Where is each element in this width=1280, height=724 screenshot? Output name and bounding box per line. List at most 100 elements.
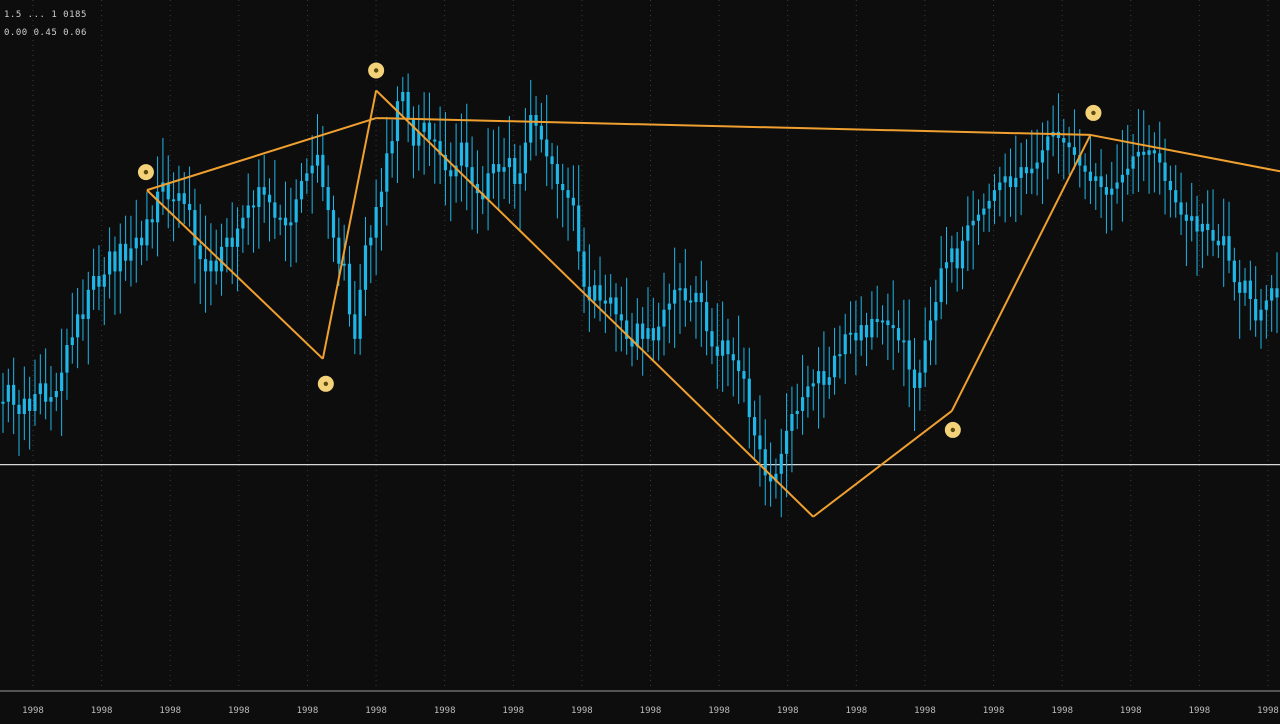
- candle-body: [481, 193, 485, 200]
- candle-body: [92, 276, 96, 290]
- candle-body: [651, 328, 655, 341]
- candle-body: [705, 302, 709, 332]
- candle-body: [609, 297, 613, 304]
- candle-body: [22, 398, 26, 414]
- candle-body: [944, 262, 949, 269]
- candle-body: [374, 207, 378, 238]
- candle-body: [1163, 162, 1167, 181]
- candle-body: [379, 191, 384, 207]
- candle-body: [1147, 150, 1151, 155]
- candle-body: [438, 141, 442, 155]
- candle-body: [427, 122, 432, 140]
- candle-body: [1206, 223, 1210, 230]
- candle-body: [198, 245, 202, 260]
- x-tick-label: 1998: [228, 706, 250, 716]
- candle-body: [262, 187, 266, 195]
- candle-body: [641, 323, 645, 339]
- candle-body: [1200, 223, 1204, 232]
- x-tick-label: 1998: [1120, 706, 1142, 716]
- candle-body: [827, 377, 831, 385]
- candle-body: [550, 156, 554, 165]
- pattern-leg: [321, 90, 378, 359]
- candle-body: [635, 323, 639, 347]
- candle-body: [1019, 167, 1023, 178]
- candle-body: [763, 449, 767, 476]
- candle-body: [625, 320, 629, 339]
- candle-body: [12, 384, 16, 405]
- candle-body: [81, 314, 85, 319]
- candle-body: [347, 263, 352, 315]
- candle-body: [1259, 309, 1263, 321]
- candle-body: [737, 360, 741, 372]
- candle-body: [54, 391, 58, 398]
- candle-body: [358, 289, 362, 339]
- pattern-leg: [812, 410, 953, 518]
- candle-body: [832, 355, 837, 378]
- header-readout-2: 0.00 0.45 0.06: [4, 28, 87, 38]
- candle-body: [966, 225, 970, 241]
- candle-body: [758, 435, 762, 450]
- candle-body: [587, 286, 591, 301]
- candle-body: [214, 260, 218, 272]
- pattern-leg: [375, 89, 814, 518]
- candle-body: [848, 332, 853, 335]
- candle-body: [459, 142, 464, 166]
- candle-body: [1024, 167, 1029, 174]
- candle-body: [534, 115, 538, 126]
- candle-body: [1088, 171, 1093, 181]
- candle-body: [230, 237, 234, 247]
- candle-body: [60, 372, 64, 391]
- candle-body: [529, 115, 533, 143]
- candle-body: [721, 340, 725, 356]
- candle-body: [742, 371, 746, 379]
- candle-body: [17, 404, 21, 414]
- candle-body: [646, 328, 650, 339]
- candle-body: [875, 318, 879, 322]
- candle-body: [1110, 188, 1114, 195]
- candle-body: [406, 92, 410, 120]
- candle-body: [1099, 176, 1103, 188]
- candle-body: [129, 248, 133, 261]
- candle-body: [6, 384, 10, 402]
- candle-body: [854, 332, 858, 341]
- candle-body: [934, 302, 938, 321]
- trendline-segment: [146, 117, 377, 192]
- candle-body: [395, 101, 400, 142]
- candle-body: [683, 288, 687, 301]
- candle-body: [497, 164, 501, 172]
- pattern-layer: [137, 62, 1280, 518]
- candle-body: [1003, 176, 1007, 183]
- candle-body: [912, 369, 917, 388]
- candle-body: [1126, 168, 1130, 175]
- candle-body: [1190, 216, 1194, 221]
- candle-body: [971, 220, 975, 226]
- candle-body: [124, 243, 128, 261]
- x-tick-label: 1998: [571, 706, 593, 716]
- candle-body: [246, 205, 250, 218]
- candle-body: [1211, 230, 1215, 241]
- candle-body: [294, 199, 298, 223]
- x-tick-label: 1998: [640, 706, 662, 716]
- candle-body: [689, 300, 693, 303]
- candle-body: [539, 125, 543, 140]
- candle-body: [694, 292, 698, 303]
- candle-body: [896, 328, 901, 341]
- candle-body: [678, 288, 682, 291]
- candle-body: [118, 243, 122, 272]
- candle-body: [843, 334, 847, 355]
- candle-body: [561, 184, 565, 191]
- candle-body: [161, 182, 165, 192]
- candle-body: [891, 325, 895, 329]
- candle-body: [283, 217, 288, 226]
- candle-body: [86, 289, 90, 319]
- candle-body: [449, 170, 453, 177]
- candle-body: [619, 314, 623, 321]
- candle-body: [113, 251, 117, 272]
- candle-body: [715, 346, 719, 356]
- x-tick-label: 1998: [845, 706, 867, 716]
- candle-body: [108, 251, 112, 275]
- candle-body: [582, 251, 586, 287]
- candle-body: [811, 383, 815, 387]
- candle-body: [502, 167, 506, 172]
